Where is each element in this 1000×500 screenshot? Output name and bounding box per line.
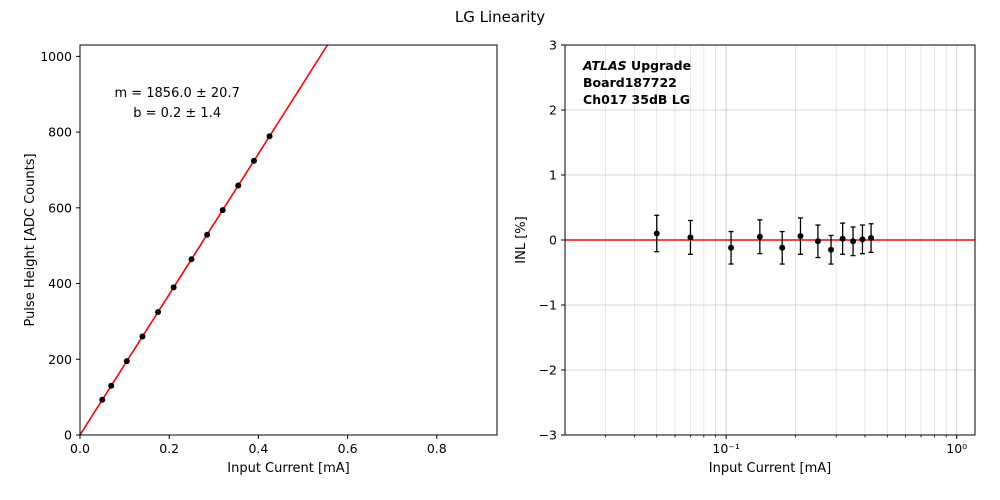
x-axis-label: Input Current [mA] bbox=[709, 461, 831, 476]
y-tick-label: 2 bbox=[549, 103, 557, 118]
data-point bbox=[219, 207, 226, 214]
data-point bbox=[756, 233, 763, 240]
y-tick-label: −3 bbox=[539, 428, 557, 443]
axes-frame bbox=[79, 44, 498, 436]
y-tick-label: 200 bbox=[48, 352, 72, 367]
x-tick-label: 0.8 bbox=[427, 441, 447, 456]
y-tick-label: 600 bbox=[48, 200, 72, 215]
y-tick-label: 0 bbox=[549, 233, 557, 248]
data-point bbox=[850, 238, 857, 245]
data-point bbox=[170, 284, 177, 291]
y-axis-label: INL [%] bbox=[514, 216, 529, 263]
y-tick-label: 1 bbox=[549, 168, 557, 183]
data-point bbox=[797, 233, 804, 240]
y-tick-label: 800 bbox=[48, 125, 72, 140]
data-point bbox=[235, 182, 242, 189]
x-tick-label: 0.4 bbox=[248, 441, 268, 456]
figure-title: LG Linearity bbox=[454, 8, 546, 26]
x-tick-label: 10⁰ bbox=[946, 441, 967, 456]
data-point bbox=[859, 236, 866, 243]
y-tick-label: 3 bbox=[549, 38, 557, 53]
data-point bbox=[204, 231, 211, 238]
y-tick-label: −2 bbox=[539, 363, 557, 378]
x-axis-label: Input Current [mA] bbox=[227, 461, 349, 476]
data-point bbox=[828, 246, 835, 253]
data-point bbox=[250, 157, 257, 164]
data-point bbox=[687, 234, 694, 241]
pulse-height-plot: 0.0 0.2 0.4 0.6 0.8 0 200 400 600 800 1000 Input Cu… bbox=[23, 44, 498, 476]
x-tick-label: 0.2 bbox=[159, 441, 179, 456]
data-point bbox=[155, 308, 162, 315]
data-point bbox=[653, 230, 660, 237]
x-tick-label: 0.6 bbox=[338, 441, 358, 456]
y-tick-label: 1000 bbox=[40, 49, 72, 64]
data-point bbox=[188, 256, 195, 263]
x-tick-label: 10⁻¹ bbox=[712, 441, 740, 456]
data-point bbox=[139, 333, 146, 340]
data-point bbox=[123, 358, 130, 365]
fit-line bbox=[79, 44, 329, 436]
data-point bbox=[814, 238, 821, 245]
data-point bbox=[266, 133, 273, 140]
annotation-line: ATLAS Upgrade bbox=[582, 58, 691, 73]
data-point bbox=[868, 235, 875, 242]
x-tick-label: 0.0 bbox=[70, 441, 90, 456]
y-axis-label: Pulse Height [ADC Counts] bbox=[23, 153, 38, 326]
y-tick-label: −1 bbox=[539, 298, 557, 313]
data-point bbox=[779, 244, 786, 251]
data-point bbox=[728, 244, 735, 251]
annotation-line: Board187722 bbox=[583, 75, 677, 90]
data-point bbox=[839, 235, 846, 242]
y-tick-label: 400 bbox=[48, 276, 72, 291]
inl-plot: 10⁻¹ 10⁰ −3 −2 −1 0 1 2 3 Input Current [mA] INL [… bbox=[514, 38, 976, 476]
data-point bbox=[108, 382, 115, 389]
annotation-line: m = 1856.0 ± 20.7 bbox=[114, 86, 239, 101]
y-tick-label: 0 bbox=[64, 428, 72, 443]
annotation-line: b = 0.2 ± 1.4 bbox=[133, 106, 221, 121]
data-point bbox=[99, 396, 106, 403]
annotation-line: Ch017 35dB LG bbox=[583, 92, 690, 107]
